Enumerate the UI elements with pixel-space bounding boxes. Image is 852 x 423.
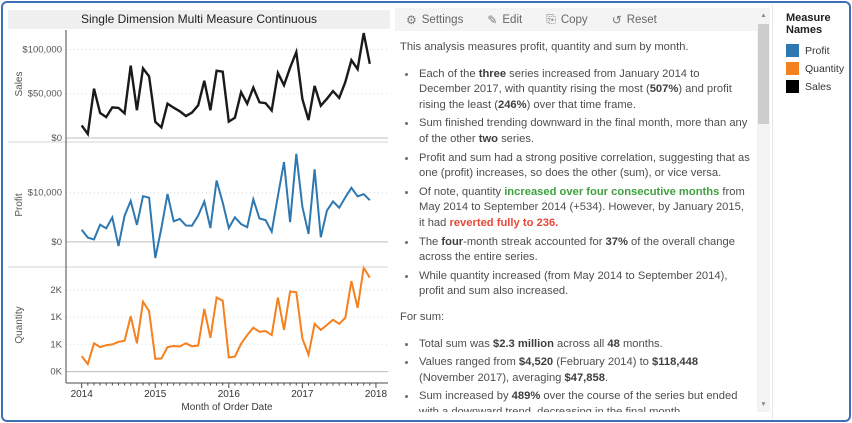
legend-item-profit[interactable]: Profit (786, 44, 852, 57)
x-tick-label: 2015 (144, 389, 167, 400)
quantity-line[interactable] (80, 264, 371, 367)
legend-title: Measure Names (786, 12, 831, 36)
quantity-swatch-icon (786, 62, 799, 75)
scroll-down-icon[interactable]: ▼ (760, 401, 767, 408)
analysis-bullet: Values ranged from $4,520 (February 2014… (417, 355, 752, 386)
toolbar: ⚙ Settings ✎ Edit ⎘ Copy ↺ Reset (395, 8, 757, 31)
profit-tick-label: $10,000 (28, 188, 62, 199)
legend-panel: Measure Names Profit Quantity Sales (772, 4, 852, 419)
analysis-section-label: For sum: (400, 310, 445, 323)
analysis-bullet: Sum finished trending downward in the fi… (417, 116, 752, 147)
legend-label: Quantity (805, 62, 845, 75)
legend-label: Sales (805, 80, 832, 93)
x-axis-title: Month of Order Date (181, 402, 273, 413)
scrollbar[interactable]: ▲ ▼ (757, 8, 770, 412)
x-tick-label: 2014 (71, 389, 94, 400)
profit-axis-title: Profit (14, 193, 25, 217)
quantity-axis-title: Quantity (14, 306, 25, 343)
copy-label: Copy (560, 13, 588, 26)
analysis-bullet: Each of the three series increased from … (417, 67, 752, 114)
analysis-bullet: Total sum was $2.3 million across all 48… (417, 337, 752, 353)
analysis-headline: This analysis measures profit, quantity … (400, 41, 689, 53)
profit-swatch-icon (786, 44, 799, 57)
copy-button[interactable]: ⎘ Copy (546, 12, 587, 27)
gear-icon: ⚙ (406, 12, 417, 27)
scroll-up-icon[interactable]: ▲ (760, 12, 767, 19)
analysis-text: This analysis measures profit, quantity … (400, 36, 752, 412)
chart-title: Single Dimension Multi Measure Continuou… (8, 10, 390, 29)
analysis-bullets-2: Total sum was $2.3 million across all 48… (400, 337, 752, 413)
x-tick-label: 2017 (291, 389, 314, 400)
reset-label: Reset (626, 13, 657, 26)
quantity-tick-label: 2K (50, 285, 62, 296)
pencil-icon: ✎ (487, 12, 498, 27)
quantity-tick-label: 1K (50, 339, 62, 350)
x-tick-label: 2016 (218, 389, 241, 400)
analysis-bullet: While quantity increased (from May 2014 … (417, 269, 752, 300)
settings-label: Settings (421, 13, 464, 26)
reset-icon: ↺ (611, 12, 622, 27)
quantity-tick-label: 0K (50, 367, 62, 378)
sales-swatch-icon (786, 80, 799, 93)
reset-button[interactable]: ↺ Reset (612, 13, 657, 27)
analysis-bullets-1: Each of the three series increased from … (400, 67, 752, 300)
profit-tick-label: $0 (51, 237, 62, 248)
edit-button[interactable]: ✎ Edit (487, 13, 522, 27)
profit-line[interactable] (80, 153, 371, 259)
analysis-bullet: The four-month streak accounted for 37% … (417, 235, 752, 266)
analysis-bullet: Sum increased by 489% over the course of… (417, 389, 752, 412)
x-tick-label: 2018 (365, 389, 388, 400)
copy-icon: ⎘ (546, 12, 556, 26)
sales-tick-label: $0 (51, 133, 62, 144)
settings-button[interactable]: ⚙ Settings (406, 13, 463, 27)
scroll-thumb[interactable] (758, 24, 769, 124)
analysis-bullet: Profit and sum had a strong positive cor… (417, 151, 752, 182)
edit-label: Edit (502, 13, 523, 26)
legend-item-quantity[interactable]: Quantity (786, 62, 852, 75)
analysis-bullet: Of note, quantity increased over four co… (417, 185, 752, 232)
sales-tick-label: $50,000 (28, 89, 62, 100)
legend-label: Profit (805, 44, 830, 57)
sales-line[interactable] (80, 32, 371, 138)
sales-axis-title: Sales (14, 71, 25, 96)
sales-tick-label: $100,000 (22, 44, 62, 55)
quantity-tick-label: 1K (50, 312, 62, 323)
legend-item-sales[interactable]: Sales (786, 80, 852, 93)
